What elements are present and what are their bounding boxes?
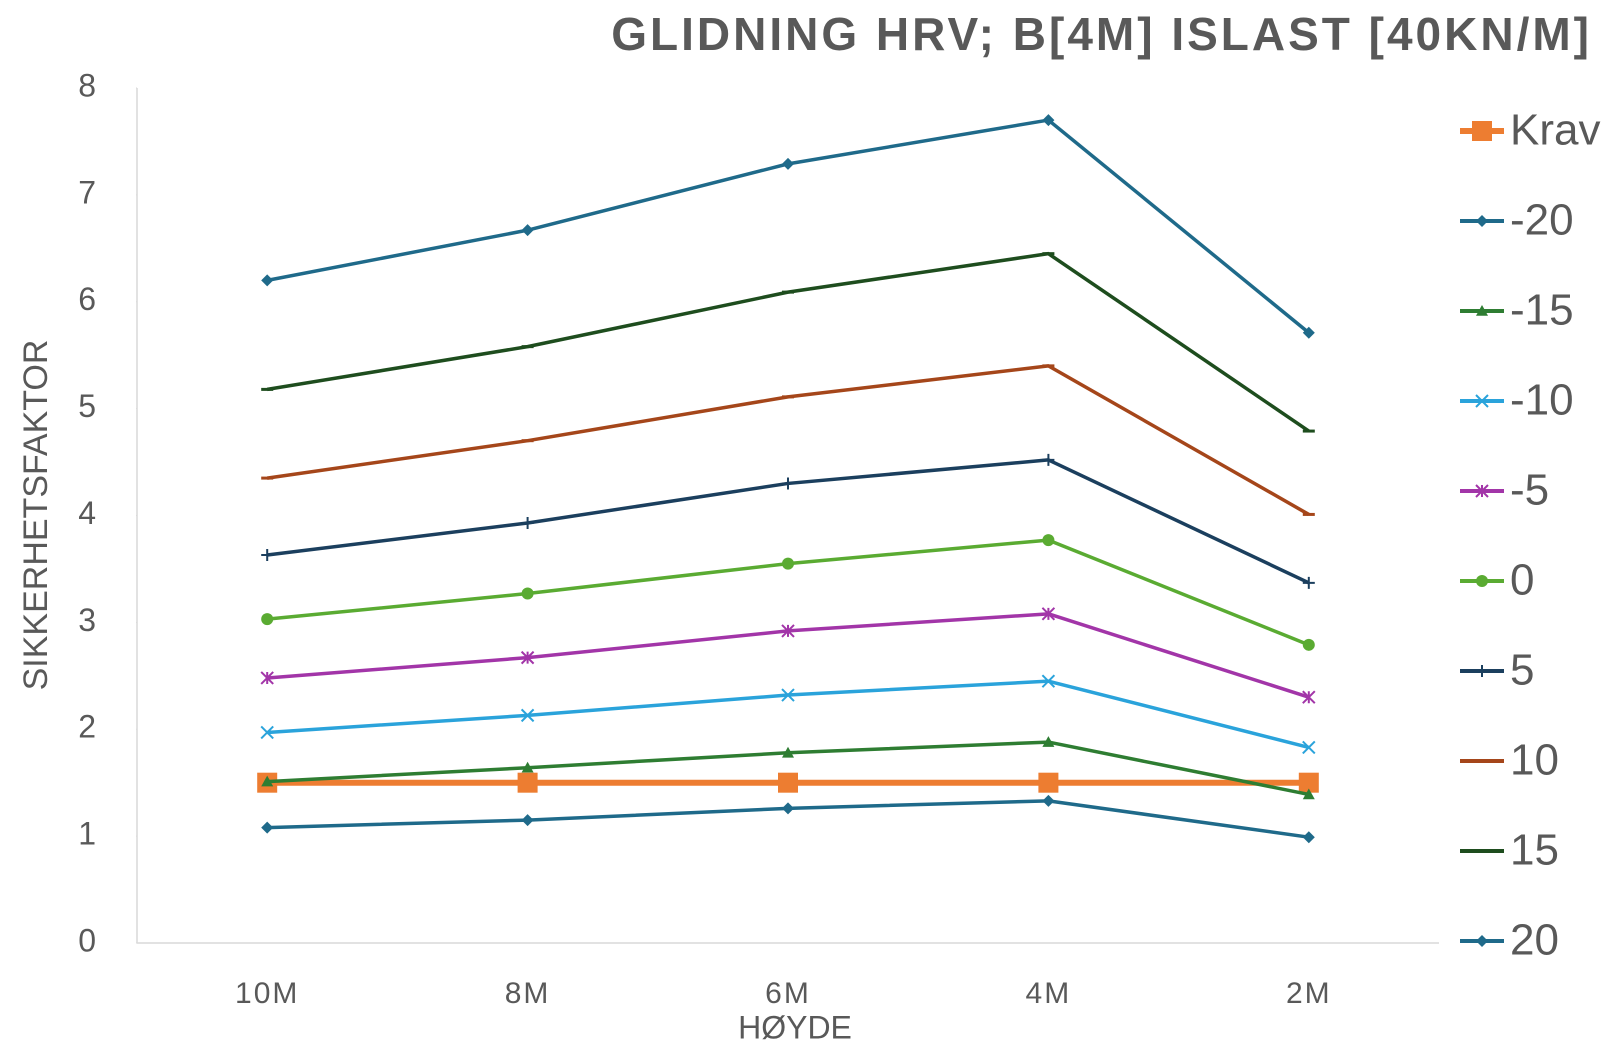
- legend-label: -15: [1510, 286, 1574, 335]
- marker: [1042, 736, 1055, 747]
- marker: [1042, 534, 1055, 547]
- marker: [1302, 788, 1315, 800]
- marker: [1476, 575, 1488, 587]
- x-tick-label: 6M: [765, 977, 811, 1010]
- marker: [1302, 576, 1315, 589]
- marker: [520, 650, 535, 665]
- marker: [521, 761, 534, 773]
- marker: [517, 772, 538, 793]
- marker: [261, 613, 274, 626]
- legend-label: -5: [1510, 466, 1549, 515]
- legend-label: 20: [1510, 916, 1559, 965]
- legend-label: -10: [1510, 376, 1574, 425]
- legend-label: 10: [1510, 736, 1559, 785]
- marker: [781, 688, 795, 702]
- marker: [1041, 674, 1056, 688]
- marker: [1476, 215, 1488, 227]
- marker: [261, 549, 274, 562]
- marker: [521, 814, 534, 827]
- y-tick-label: 3: [78, 602, 96, 638]
- marker: [521, 587, 534, 600]
- marker: [782, 477, 794, 490]
- marker: [1472, 121, 1492, 141]
- marker: [778, 772, 798, 793]
- marker: [782, 802, 794, 815]
- y-tick-label: 2: [78, 709, 96, 745]
- legend-label: 5: [1510, 646, 1534, 695]
- series-line: [266, 364, 1310, 516]
- legend-label: 0: [1510, 556, 1534, 605]
- marker: [1302, 690, 1316, 704]
- marker: [782, 557, 794, 570]
- marker: [261, 821, 274, 834]
- marker: [521, 516, 534, 529]
- marker: [260, 725, 274, 740]
- marker: [1042, 453, 1055, 466]
- marker: [1042, 114, 1055, 127]
- marker: [1038, 772, 1059, 793]
- marker: [1298, 772, 1319, 793]
- x-tick-label: 4M: [1026, 977, 1072, 1010]
- y-axis-label: SIKKERHETSFAKTOR: [17, 340, 55, 691]
- marker: [1302, 326, 1315, 339]
- x-tick-label: 8M: [505, 977, 551, 1010]
- y-tick-label: 4: [78, 495, 96, 531]
- marker: [261, 775, 274, 787]
- marker: [1476, 665, 1488, 677]
- marker: [260, 671, 274, 685]
- marker: [1475, 484, 1489, 498]
- y-tick-label: 0: [78, 922, 96, 958]
- y-tick-label: 6: [78, 281, 96, 317]
- marker: [1042, 794, 1055, 807]
- y-tick-label: 8: [78, 67, 96, 103]
- marker: [1476, 305, 1488, 316]
- marker: [782, 746, 794, 758]
- legend-label: Krav: [1510, 106, 1600, 155]
- marker: [1041, 607, 1056, 621]
- series-line: [266, 251, 1310, 433]
- x-axis-label: HØYDE: [738, 1009, 852, 1045]
- marker: [1475, 394, 1489, 408]
- x-tick-label: 10M: [235, 977, 299, 1010]
- marker: [521, 224, 534, 237]
- legend-label: 15: [1510, 826, 1559, 875]
- series-line: [267, 679, 1310, 750]
- series-line: [266, 118, 1310, 335]
- x-tick-label: 2M: [1286, 977, 1332, 1010]
- marker: [520, 708, 535, 723]
- y-tick-label: 7: [78, 174, 96, 210]
- marker: [1476, 935, 1488, 947]
- y-tick-label: 1: [78, 816, 96, 852]
- marker: [782, 157, 794, 170]
- y-tick-label: 5: [78, 388, 96, 424]
- marker: [261, 274, 274, 287]
- marker: [1302, 638, 1315, 651]
- marker: [1302, 740, 1316, 755]
- marker: [781, 624, 795, 638]
- legend-label: -20: [1510, 196, 1574, 245]
- marker: [1302, 831, 1315, 844]
- chart-title: GLIDNING HRV; B[4M] ISLAST [40KN/M]: [611, 8, 1592, 60]
